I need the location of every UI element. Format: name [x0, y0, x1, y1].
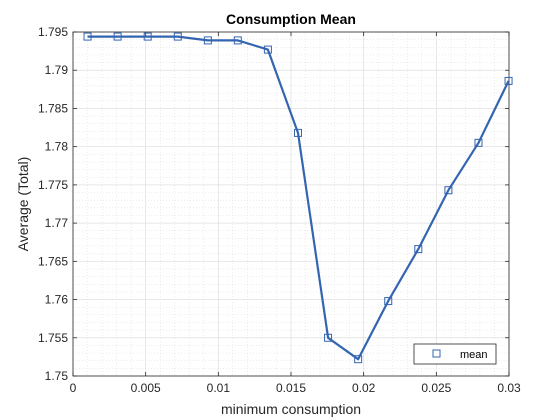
- y-tick-label: 1.785: [38, 101, 68, 115]
- data-point-marker: [474, 138, 483, 147]
- legend: mean: [413, 343, 497, 365]
- data-point-marker: [263, 45, 272, 54]
- x-tick-label: 0.02: [352, 381, 376, 395]
- legend-label: mean: [460, 349, 488, 361]
- legend-box: [413, 343, 497, 365]
- series-layer: [83, 32, 513, 364]
- data-point-marker: [354, 355, 363, 364]
- data-point-marker: [444, 186, 453, 195]
- data-point-marker: [384, 297, 393, 306]
- y-axis-label: Average (Total): [15, 157, 31, 252]
- data-point-marker: [173, 32, 182, 41]
- y-tick-label: 1.78: [45, 140, 69, 154]
- x-tick-label: 0: [70, 381, 77, 395]
- y-tick-label: 1.765: [38, 254, 68, 268]
- x-axis-label: minimum consumption: [221, 401, 361, 417]
- y-tick-label: 1.755: [38, 331, 68, 345]
- chart-title: Consumption Mean: [226, 11, 356, 27]
- data-point-marker: [83, 32, 92, 41]
- y-axis-ticks: 1.75 1.755 1.76 1.765 1.77 1.775 1.78 1.785 1.79…: [38, 25, 509, 383]
- data-point-marker: [504, 76, 513, 85]
- x-axis-ticks: 0 0.005 0.01 0.015 0.02 0.025 0.03: [70, 32, 521, 395]
- y-tick-label: 1.79: [45, 63, 69, 77]
- y-tick-label: 1.77: [45, 216, 69, 230]
- x-tick-label: 0.01: [207, 381, 231, 395]
- x-tick-label: 0.005: [131, 381, 161, 395]
- data-point-marker: [113, 32, 122, 41]
- data-point-marker: [143, 32, 152, 41]
- data-point-marker: [324, 333, 333, 342]
- data-point-marker: [233, 36, 242, 45]
- x-tick-label: 0.025: [421, 381, 451, 395]
- series-line-mean: [87, 35, 510, 361]
- y-tick-label: 1.75: [45, 369, 69, 383]
- data-point-marker: [414, 245, 423, 254]
- x-tick-label: 0.03: [497, 381, 521, 395]
- y-tick-label: 1.76: [45, 293, 69, 307]
- data-point-marker: [293, 128, 302, 137]
- y-tick-label: 1.795: [38, 25, 68, 39]
- legend-marker-square-icon: [432, 349, 441, 358]
- y-tick-label: 1.775: [38, 178, 68, 192]
- x-tick-label: 0.015: [276, 381, 306, 395]
- data-point-marker: [203, 36, 212, 45]
